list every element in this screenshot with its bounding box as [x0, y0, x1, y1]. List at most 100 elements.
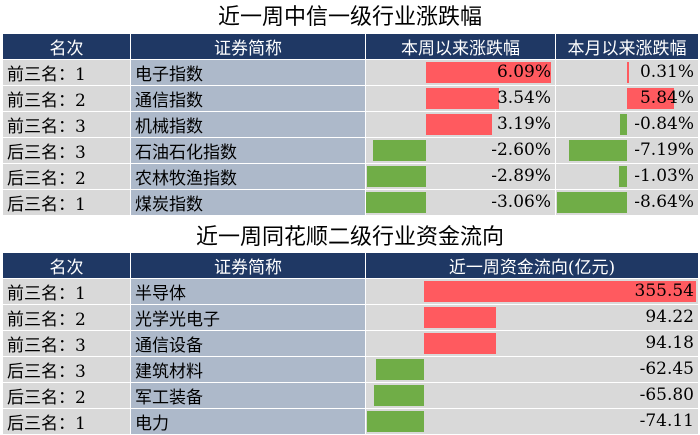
value-text: -62.45 [639, 359, 694, 379]
value-text: -2.89% [491, 166, 551, 186]
negative-bar [618, 166, 627, 187]
value-text: 355.54 [634, 281, 694, 301]
month-change-cell: -8.64% [555, 189, 699, 216]
table2-header-row: 名次 证券简称 近一周资金流向(亿元) [2, 252, 699, 279]
table-row: 前三名：3 机械指数 3.19% -0.84% [2, 111, 699, 138]
name-cell: 机械指数 [130, 111, 366, 138]
value-text: -74.11 [639, 411, 694, 431]
negative-bar [569, 140, 627, 161]
week-change-cell: 3.54% [365, 85, 556, 112]
month-change-cell: -7.19% [555, 137, 699, 164]
value-text: -8.64% [634, 192, 694, 212]
fund-flow-cell: 94.18 [365, 330, 699, 357]
rank-cell: 前三名：3 [2, 330, 131, 357]
negative-bar [620, 114, 627, 135]
fund-flow-cell: 355.54 [365, 278, 699, 305]
value-text: 5.84% [639, 88, 694, 108]
fund-flow-cell: -62.45 [365, 356, 699, 383]
negative-bar [376, 359, 425, 380]
name-cell: 煤炭指数 [130, 189, 366, 216]
table-row: 后三名：1 煤炭指数 -3.06% -8.64% [2, 189, 699, 216]
negative-bar [373, 140, 427, 161]
value-text: 0.31% [639, 62, 694, 82]
value-text: -3.06% [491, 192, 551, 212]
table-row: 后三名：3 石油石化指数 -2.60% -7.19% [2, 137, 699, 164]
negative-bar [557, 192, 627, 213]
rank-cell: 前三名：1 [2, 59, 131, 86]
table-row: 前三名：3 通信设备 94.18 [2, 330, 699, 357]
positive-bar [627, 88, 675, 109]
value-text: -2.60% [491, 140, 551, 160]
fund-flow-cell: -74.11 [365, 408, 699, 435]
name-cell: 半导体 [130, 278, 366, 305]
header-week-change: 本周以来涨跌幅 [365, 33, 556, 60]
table-row: 后三名：2 农林牧渔指数 -2.89% -1.03% [2, 163, 699, 190]
week-change-cell: 3.19% [365, 111, 556, 138]
name-cell: 建筑材料 [130, 356, 366, 383]
month-change-cell: -1.03% [555, 163, 699, 190]
rank-cell: 后三名：3 [2, 137, 131, 164]
table-row: 前三名：1 半导体 355.54 [2, 278, 699, 305]
name-cell: 通信设备 [130, 330, 366, 357]
value-text: -65.80 [639, 385, 694, 405]
value-text: -1.03% [634, 166, 694, 186]
month-change-cell: 0.31% [555, 59, 699, 86]
week-change-cell: -2.60% [365, 137, 556, 164]
header-rank: 名次 [2, 33, 131, 60]
positive-bar [627, 62, 630, 83]
header-name: 证券简称 [130, 33, 366, 60]
rank-cell: 前三名：3 [2, 111, 131, 138]
rank-cell: 后三名：2 [2, 382, 131, 409]
name-cell: 石油石化指数 [130, 137, 366, 164]
positive-bar [426, 62, 552, 83]
value-text: -7.19% [634, 140, 694, 160]
table-row: 后三名：3 建筑材料 -62.45 [2, 356, 699, 383]
table-row: 后三名：2 军工装备 -65.80 [2, 382, 699, 409]
positive-bar [424, 307, 497, 328]
rank-cell: 后三名：1 [2, 408, 131, 435]
positive-bar [424, 281, 697, 302]
name-cell: 军工装备 [130, 382, 366, 409]
industry-change-table: 名次 证券简称 本周以来涨跌幅 本月以来涨跌幅 前三名：1 电子指数 6.09% 0.… [2, 33, 699, 216]
table1-header-row: 名次 证券简称 本周以来涨跌幅 本月以来涨跌幅 [2, 33, 699, 60]
rank-cell: 前三名：1 [2, 278, 131, 305]
week-change-cell: -3.06% [365, 189, 556, 216]
table-row: 前三名：2 通信指数 3.54% 5.84% [2, 85, 699, 112]
negative-bar [367, 411, 425, 432]
header-month-change: 本月以来涨跌幅 [555, 33, 699, 60]
positive-bar [426, 114, 492, 135]
name-cell: 农林牧渔指数 [130, 163, 366, 190]
positive-bar [424, 333, 497, 354]
rank-cell: 前三名：2 [2, 85, 131, 112]
negative-bar [366, 192, 427, 213]
table-row: 后三名：1 电力 -74.11 [2, 408, 699, 435]
table1-title: 近一周中信一级行业涨跌幅 [217, 5, 482, 30]
header-rank: 名次 [2, 252, 131, 279]
value-text: 6.09% [496, 62, 551, 82]
name-cell: 光学光电子 [130, 304, 366, 331]
negative-bar [367, 166, 427, 187]
negative-bar [373, 385, 425, 406]
table-row: 前三名：1 电子指数 6.09% 0.31% [2, 59, 699, 86]
value-text: 94.22 [645, 307, 694, 327]
value-text: 3.54% [496, 88, 551, 108]
value-text: -0.84% [634, 114, 694, 134]
rank-cell: 后三名：3 [2, 356, 131, 383]
week-change-cell: -2.89% [365, 163, 556, 190]
fund-flow-cell: 94.22 [365, 304, 699, 331]
value-text: 94.18 [645, 333, 694, 353]
value-text: 3.19% [496, 114, 551, 134]
name-cell: 电力 [130, 408, 366, 435]
positive-bar [426, 88, 499, 109]
name-cell: 通信指数 [130, 85, 366, 112]
rank-cell: 后三名：2 [2, 163, 131, 190]
name-cell: 电子指数 [130, 59, 366, 86]
fund-flow-cell: -65.80 [365, 382, 699, 409]
fund-flow-table: 名次 证券简称 近一周资金流向(亿元) 前三名：1 半导体 355.54 前三名：2 光… [2, 252, 699, 435]
rank-cell: 后三名：1 [2, 189, 131, 216]
month-change-cell: 5.84% [555, 85, 699, 112]
header-fund-flow: 近一周资金流向(亿元) [365, 252, 699, 279]
week-change-cell: 6.09% [365, 59, 556, 86]
header-name: 证券简称 [130, 252, 366, 279]
table-row: 前三名：2 光学光电子 94.22 [2, 304, 699, 331]
